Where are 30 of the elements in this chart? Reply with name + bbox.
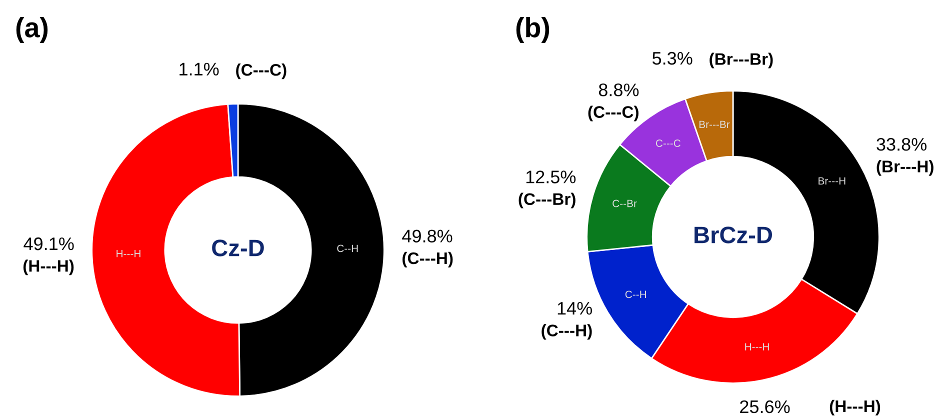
data-label: 1.1% — [180, 62, 219, 76]
data-label: 8.8% — [598, 84, 639, 96]
text: Br---Br — [699, 120, 730, 128]
chart-title: (b) — [516, 17, 550, 43]
data-label: 14% — [558, 302, 592, 315]
data-label: 49.8% — [402, 230, 452, 242]
slice-label: (C---H) — [542, 324, 592, 340]
chart-title: (a) — [16, 17, 48, 43]
slice-label: (Br---H) — [876, 160, 934, 176]
text: Br---H — [818, 177, 846, 185]
text: C---C — [656, 140, 680, 147]
text: H---H — [116, 250, 140, 258]
slice-label: (C---C) — [588, 106, 638, 122]
data-label: 33.8% — [876, 138, 926, 151]
data-label: 25.6% — [740, 400, 790, 414]
slice-label: (Br---Br) — [710, 52, 773, 68]
data-label: 12.5% — [526, 170, 576, 184]
text: C--H — [625, 290, 646, 298]
text: Cz-D — [212, 240, 264, 256]
slice-label: (H---H) — [23, 260, 74, 276]
text: C--H — [337, 244, 358, 252]
slice-label: (C---Br) — [518, 192, 576, 208]
slice-label: (C---C) — [236, 64, 286, 80]
text: C--Br — [612, 200, 637, 208]
data-label: 49.1% — [24, 237, 74, 250]
slice-label: (H---H) — [830, 400, 880, 416]
data-label: 5.3% — [652, 52, 692, 65]
text: H---H — [745, 343, 769, 350]
text: BrCz-D — [694, 226, 772, 244]
slice-label: (C---H) — [402, 252, 453, 268]
